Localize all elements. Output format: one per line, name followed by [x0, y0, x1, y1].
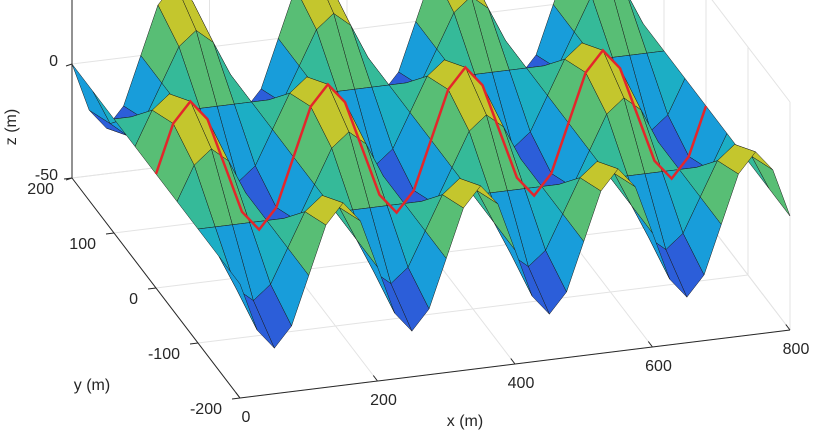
surface-patch: [71, 63, 111, 125]
grid-line: [711, 0, 791, 103]
x-tick-label: 800: [783, 341, 810, 358]
x-tick: [372, 375, 378, 382]
y-tick: [231, 397, 241, 400]
y-axis-label: y (m): [74, 377, 110, 394]
y-tick: [105, 232, 115, 235]
z-axis-label: z (m): [3, 109, 20, 145]
x-tick: [510, 358, 516, 365]
z-tick-label: 0: [49, 53, 58, 70]
y-tick-label: 100: [69, 236, 96, 253]
grid-line: [197, 274, 749, 344]
y-tick-label: 200: [27, 181, 54, 198]
surface-patch: [218, 256, 258, 331]
y-tick: [189, 342, 199, 345]
line: [154, 48, 708, 232]
z-tick: [65, 177, 73, 181]
z-tick-label: -50: [35, 167, 58, 184]
y-tick: [147, 287, 157, 290]
x-tick-label: 200: [370, 392, 397, 409]
surface-patch: [751, 155, 791, 217]
y-tick-label: -100: [148, 346, 180, 363]
z-tick: [65, 63, 73, 67]
x-tick-label: 600: [645, 358, 672, 375]
x-axis-label: x (m): [447, 413, 483, 430]
x-tick-label: 400: [508, 375, 535, 392]
y-tick-label: 0: [129, 291, 138, 308]
x-tick: [647, 341, 653, 348]
x-tick-label: 0: [242, 409, 251, 426]
x-tick: [785, 324, 791, 331]
x-tick: [235, 392, 241, 399]
y-tick-label: -200: [190, 401, 222, 418]
